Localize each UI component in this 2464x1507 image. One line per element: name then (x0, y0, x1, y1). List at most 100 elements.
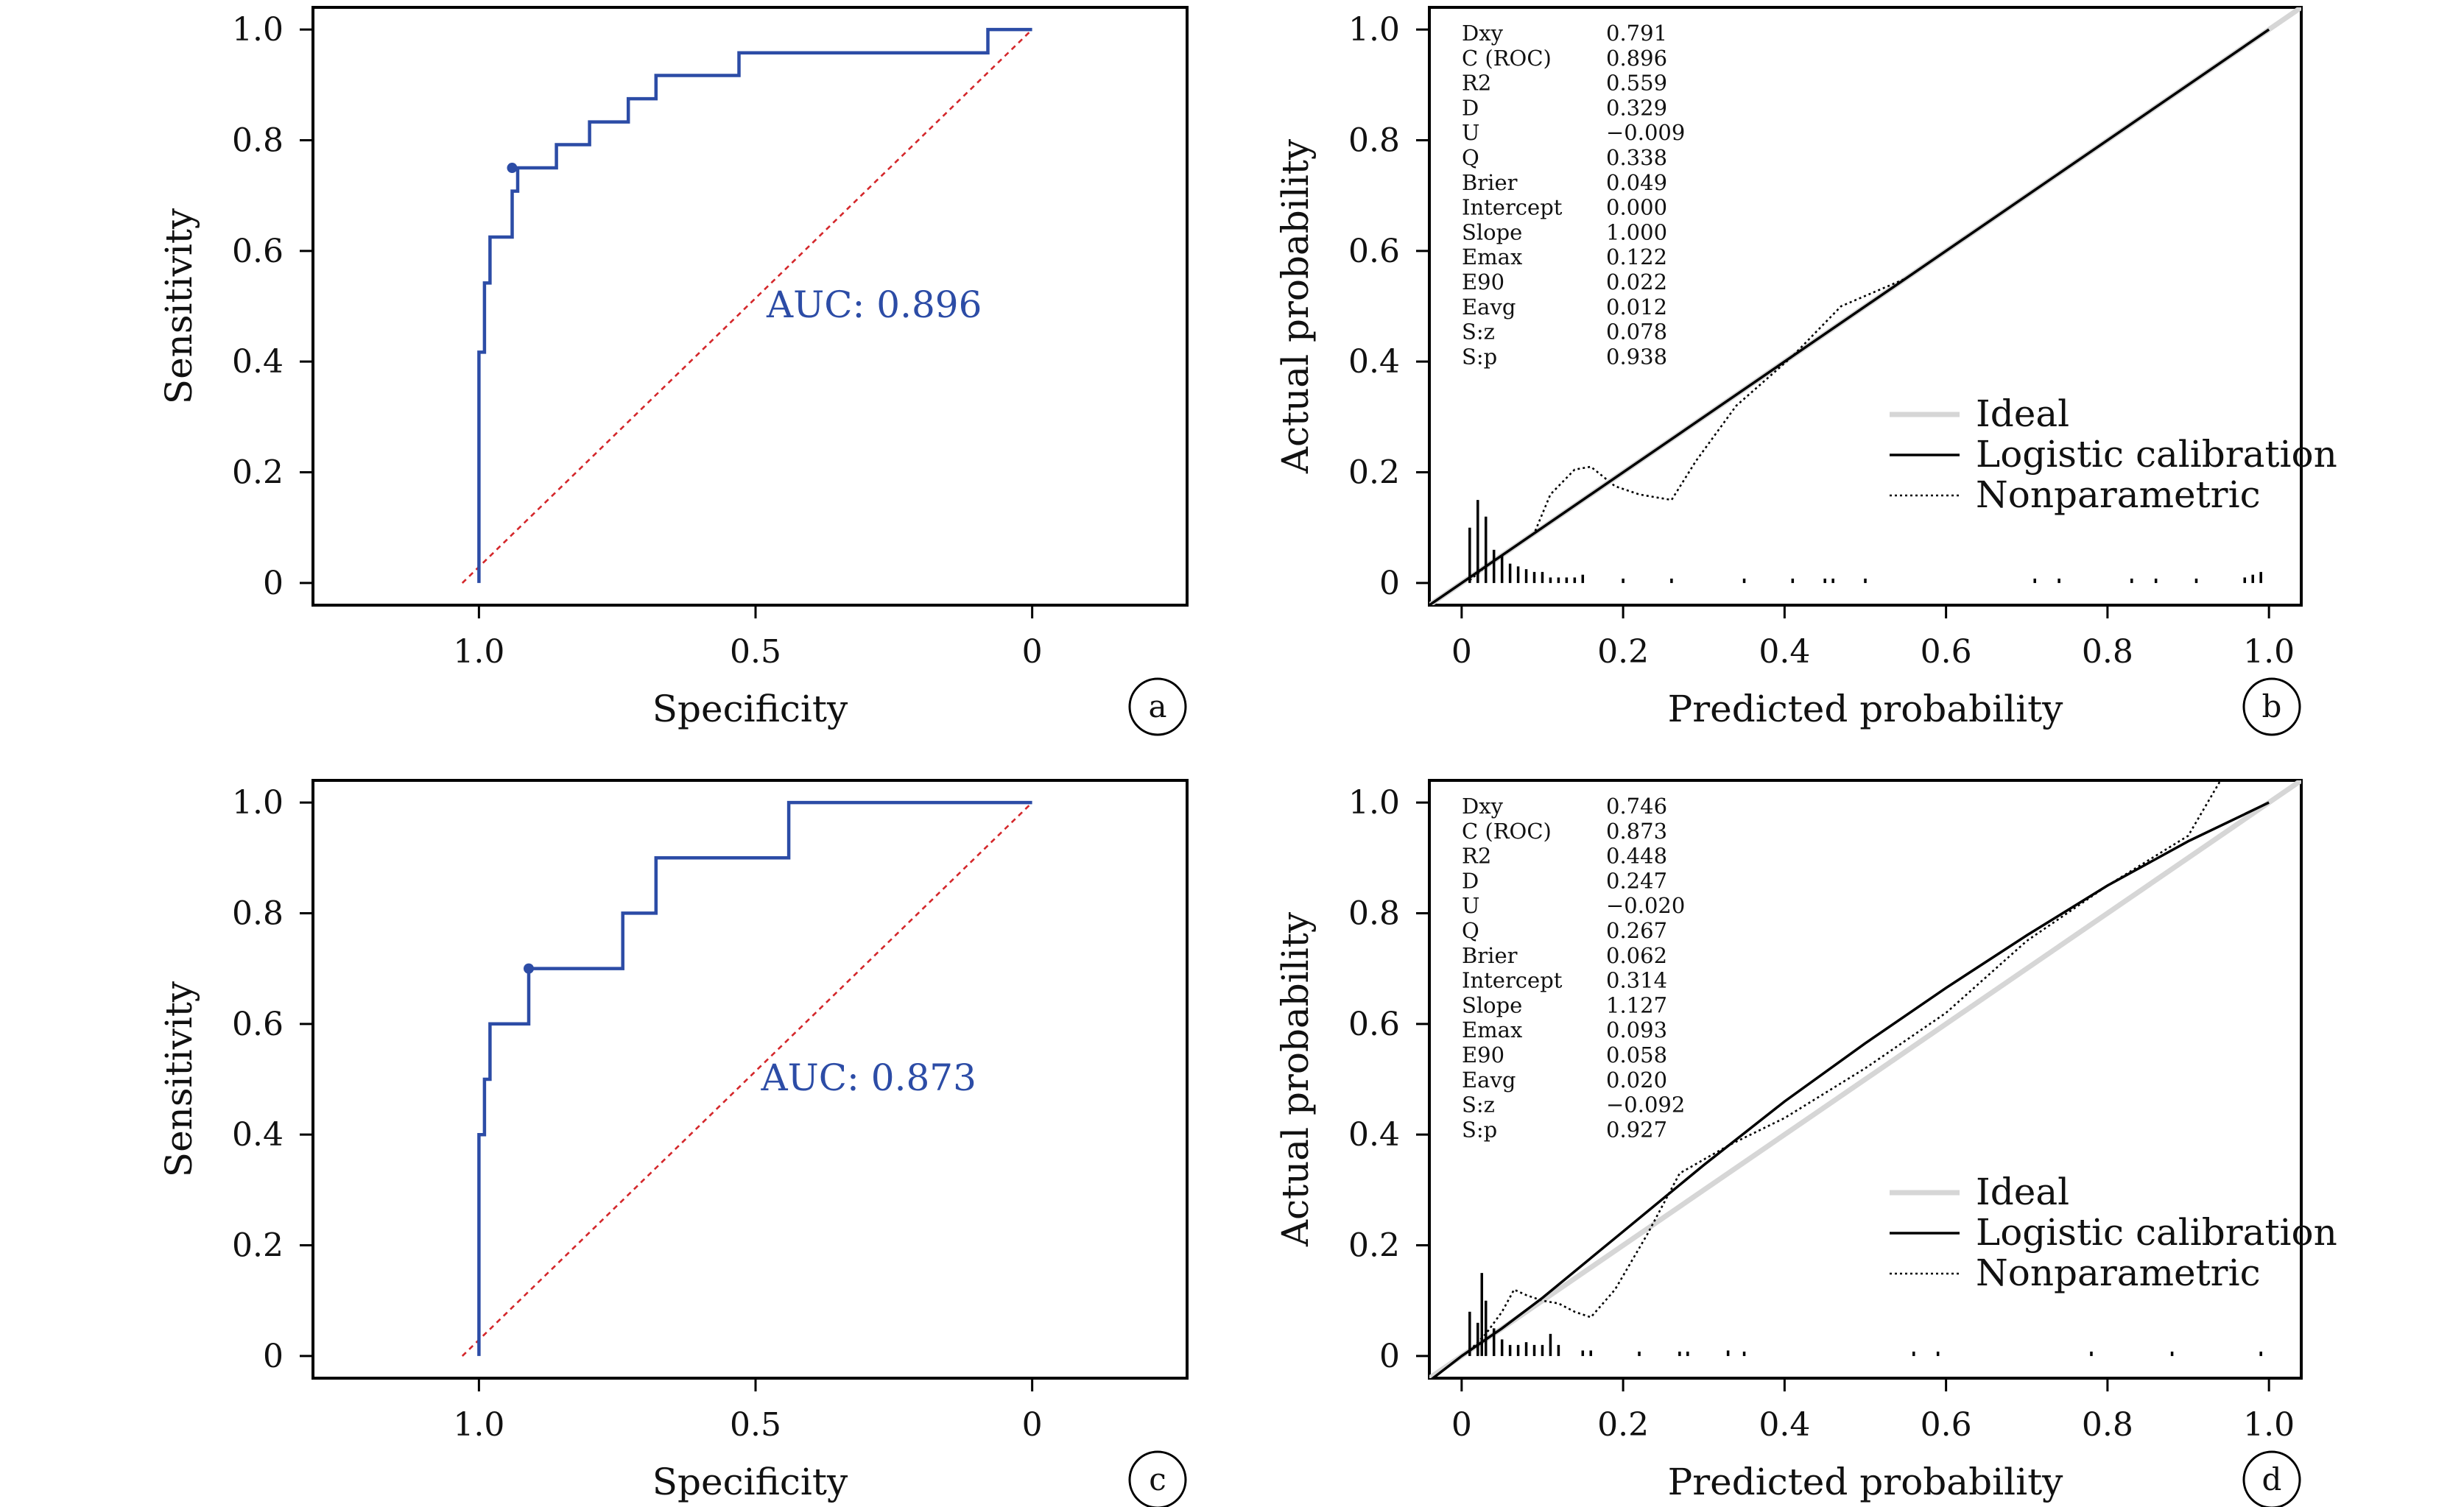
x-tick-label: 0.5 (730, 633, 781, 671)
stat-name: U (1462, 120, 1479, 145)
stat-name: C (ROC) (1462, 46, 1552, 71)
stat-value: 0.896 (1606, 46, 1667, 71)
stat-value: 0.927 (1606, 1117, 1667, 1142)
panel-label: a (1148, 688, 1166, 724)
x-tick-label: 0.6 (1921, 633, 1972, 671)
stat-value: 0.122 (1606, 244, 1667, 269)
stat-name: Emax (1462, 1017, 1522, 1042)
stat-value: 0.448 (1606, 844, 1667, 869)
y-axis-label: Sensitivity (158, 208, 200, 404)
stat-name: Slope (1462, 219, 1522, 244)
ideal-line (1429, 780, 2301, 1378)
y-tick-label: 0 (263, 1338, 284, 1375)
stat-value: 0.329 (1606, 95, 1667, 120)
legend-label: Ideal (1976, 392, 2069, 435)
stat-value: 0.093 (1606, 1017, 1667, 1042)
chance-diagonal (461, 802, 1033, 1357)
y-axis-label: Sensitivity (158, 981, 200, 1177)
x-tick-label: 0.2 (1597, 633, 1649, 671)
stat-name: Emax (1462, 244, 1522, 269)
legend-label: Ideal (1976, 1171, 2069, 1213)
stat-name: E90 (1462, 1042, 1504, 1067)
x-tick-label: 0 (1022, 1406, 1043, 1444)
y-tick-label: 0.6 (232, 233, 284, 270)
legend-label: Logistic calibration (1976, 1211, 2337, 1254)
y-tick-label: 0.4 (232, 343, 284, 381)
stat-name: E90 (1462, 269, 1504, 294)
stat-value: 0.247 (1606, 868, 1667, 893)
y-tick-label: 0.6 (1348, 233, 1400, 270)
panel-label-circle (1128, 1450, 1187, 1507)
y-tick-label: 0.2 (1348, 1227, 1400, 1265)
y-axis-label: Actual probability (1274, 138, 1317, 474)
chance-diagonal (461, 29, 1033, 584)
x-tick-label: 1.0 (2243, 633, 2295, 671)
stat-value: 0.049 (1606, 170, 1667, 195)
stat-name: D (1462, 95, 1479, 120)
panel-label-circle (1128, 677, 1187, 736)
stat-name: R2 (1462, 844, 1491, 869)
stat-name: Intercept (1462, 968, 1563, 993)
stat-value: 0.873 (1606, 819, 1667, 844)
x-tick-label: 0.8 (2082, 1406, 2133, 1444)
x-axis-label: Specificity (652, 1461, 848, 1503)
y-tick-label: 0.6 (1348, 1006, 1400, 1043)
y-tick-label: 0 (1379, 565, 1400, 602)
stat-name: S:p (1462, 344, 1497, 369)
stat-value: 0.559 (1606, 71, 1667, 96)
nonparametric-curve (1468, 780, 2222, 1352)
y-tick-label: 0.4 (232, 1116, 284, 1154)
plot-area (1429, 780, 2301, 1378)
panel-label-circle (2242, 677, 2301, 736)
plot-frame (311, 779, 1189, 1380)
stat-value: 0.012 (1606, 294, 1667, 320)
stat-name: Q (1462, 145, 1479, 170)
y-tick-label: 0.4 (1348, 343, 1400, 381)
stat-value: 1.000 (1606, 219, 1667, 244)
roc-threshold-point (507, 163, 518, 174)
plot-area (1429, 7, 2301, 605)
stat-name: S:p (1462, 1117, 1497, 1142)
stat-value: −0.009 (1606, 120, 1685, 145)
legend-label: Logistic calibration (1976, 433, 2337, 476)
x-tick-label: 0.4 (1759, 1406, 1810, 1444)
panel-d: 0 0.2 0.4 0.6 0.8 1.0 0 0.2 0.4 0.6 0.8 1.0 Predicte… (1274, 779, 2337, 1507)
roc-threshold-point (523, 963, 534, 974)
stat-name: Eavg (1462, 294, 1516, 320)
stat-value: 0.338 (1606, 145, 1667, 170)
x-tick-label: 0.4 (1759, 633, 1810, 671)
x-tick-label: 1.0 (453, 633, 504, 671)
plot-area (461, 800, 1033, 1357)
y-tick-label: 0 (263, 565, 284, 602)
y-tick-label: 0.4 (1348, 1116, 1400, 1154)
stat-name: Brier (1462, 943, 1518, 968)
stat-name: Dxy (1462, 21, 1504, 46)
stat-value: 0.938 (1606, 344, 1667, 369)
panel-label: b (2262, 688, 2282, 724)
y-tick-label: 0.6 (232, 1006, 284, 1043)
y-tick-label: 0.8 (232, 894, 284, 932)
stat-value: 0.746 (1606, 794, 1667, 819)
stat-value: 0.791 (1606, 21, 1667, 46)
y-tick-label: 1.0 (1348, 11, 1400, 49)
y-tick-label: 0.2 (1348, 454, 1400, 492)
panel-label: d (2262, 1461, 2282, 1497)
stat-name: Eavg (1462, 1067, 1516, 1093)
nonparametric-curve (1468, 34, 2261, 582)
stat-name: S:z (1462, 1093, 1495, 1118)
panel-b: 0 0.2 0.4 0.6 0.8 1.0 0 0.2 0.4 0.6 0.8 1.0 Predicte… (1274, 6, 2337, 736)
stat-value: 1.127 (1606, 992, 1667, 1017)
stat-name: D (1462, 868, 1479, 893)
legend-label: Nonparametric (1976, 1252, 2261, 1294)
stat-name: C (ROC) (1462, 819, 1552, 844)
y-tick-label: 0.8 (1348, 121, 1400, 159)
y-tick-label: 1.0 (232, 11, 284, 49)
y-tick-label: 0.2 (232, 1227, 284, 1265)
stat-name: Q (1462, 918, 1479, 943)
stat-value: 0.267 (1606, 918, 1667, 943)
stat-value: 0.058 (1606, 1042, 1667, 1067)
stat-value: 0.020 (1606, 1067, 1667, 1093)
stat-value: 0.062 (1606, 943, 1667, 968)
stat-name: U (1462, 893, 1479, 918)
plot-area (461, 27, 1033, 584)
